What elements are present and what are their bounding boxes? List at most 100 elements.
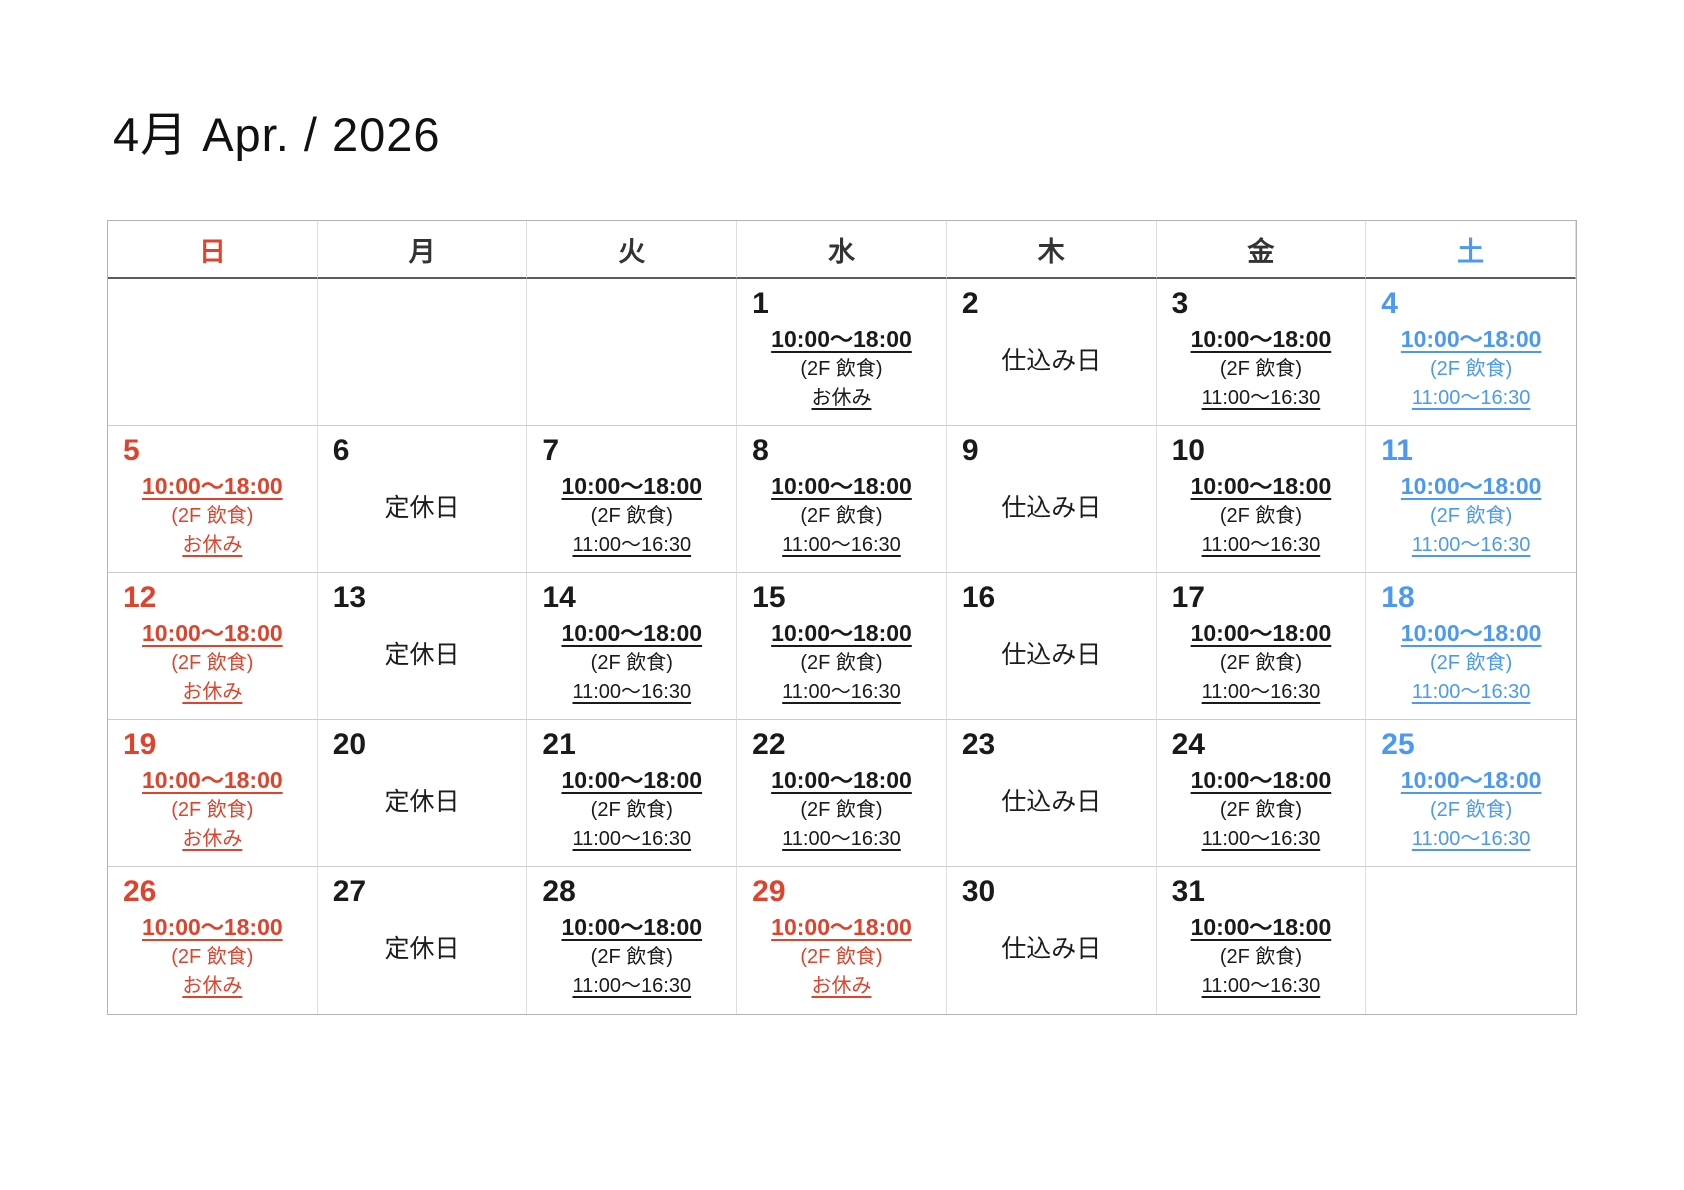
day-number: 2 [961, 287, 979, 320]
schedule-line-sub: お休み [182, 975, 243, 998]
day-number: 25 [1381, 728, 1415, 761]
day-number: 14 [542, 581, 576, 614]
day-cell-27: 27 定休日 [317, 867, 528, 1014]
schedule-line-time: 10:00〜18:00 [771, 766, 912, 793]
day-cell-18: 18 10:00〜18:00 (2F 飲食) 11:00〜16:30 [1366, 573, 1576, 720]
day-cell-16: 16 仕込み日 [946, 573, 1157, 720]
day-number: 5 [123, 434, 140, 467]
day-number: 29 [752, 875, 786, 908]
day-schedule: 10:00〜18:00 (2F 飲食) お休み [112, 472, 313, 570]
weekday-header-wed: 水 [737, 221, 947, 279]
day-number: 11 [1381, 434, 1413, 467]
day-cell-9: 9 仕込み日 [946, 426, 1157, 573]
weekday-header-fri: 金 [1156, 221, 1367, 279]
day-number: 9 [961, 434, 979, 467]
day-cell-17: 17 10:00〜18:00 (2F 飲食) 11:00〜16:30 [1156, 573, 1367, 720]
schedule-line-time: 10:00〜18:00 [142, 472, 283, 499]
day-cell-14: 14 10:00〜18:00 (2F 飲食) 11:00〜16:30 [527, 573, 738, 720]
day-schedule: 10:00〜18:00 (2F 飲食) お休み [741, 913, 942, 1012]
day-schedule: 10:00〜18:00 (2F 飲食) 11:00〜16:30 [1161, 325, 1362, 423]
schedule-line-sub: 11:00〜16:30 [782, 681, 901, 704]
day-schedule: 10:00〜18:00 (2F 飲食) 11:00〜16:30 [531, 472, 732, 570]
day-schedule: 10:00〜18:00 (2F 飲食) 11:00〜16:30 [531, 619, 732, 717]
schedule-line-note: (2F 飲食) [800, 505, 883, 528]
day-cell-25: 25 10:00〜18:00 (2F 飲食) 11:00〜16:30 [1366, 720, 1576, 867]
schedule-line-note: (2F 飲食) [800, 799, 883, 822]
schedule-line-time: 10:00〜18:00 [1190, 913, 1332, 940]
weekday-header-sat: 土 [1366, 221, 1576, 279]
weekday-header-tue: 火 [527, 221, 738, 279]
schedule-line-note: (2F 飲食) [171, 799, 254, 822]
day-schedule: 10:00〜18:00 (2F 飲食) お休み [112, 913, 313, 1012]
day-number: 30 [961, 875, 996, 908]
day-cell-31: 31 10:00〜18:00 (2F 飲食) 11:00〜16:30 [1156, 867, 1367, 1014]
empty-cell [1366, 867, 1576, 1014]
day-number: 6 [332, 434, 350, 467]
day-number: 19 [123, 728, 157, 761]
schedule-line-time: 10:00〜18:00 [1400, 472, 1542, 499]
day-cell-6: 6 定休日 [317, 426, 528, 573]
schedule-line-sub: 11:00〜16:30 [572, 828, 692, 851]
schedule-line-sub: お休み [182, 681, 243, 704]
day-number: 13 [332, 581, 367, 614]
schedule-line-sub: 11:00〜16:30 [782, 828, 901, 851]
day-number: 10 [1171, 434, 1205, 467]
day-number: 20 [332, 728, 367, 761]
schedule-line-note: (2F 飲食) [1430, 799, 1513, 822]
schedule-line-note: (2F 飲食) [590, 799, 673, 822]
day-cell-24: 24 10:00〜18:00 (2F 飲食) 11:00〜16:30 [1156, 720, 1367, 867]
schedule-line-time: 10:00〜18:00 [1400, 325, 1542, 352]
empty-cell [527, 279, 738, 426]
schedule-line-sub: 11:00〜16:30 [1201, 975, 1321, 998]
day-cell-8: 8 10:00〜18:00 (2F 飲食) 11:00〜16:30 [737, 426, 947, 573]
schedule-line-note: (2F 飲食) [800, 946, 883, 969]
schedule-line-note: (2F 飲食) [1219, 946, 1303, 969]
schedule-line-note: (2F 飲食) [1219, 358, 1303, 381]
day-schedule: 10:00〜18:00 (2F 飲食) 11:00〜16:30 [1370, 766, 1572, 864]
schedule-line-time: 10:00〜18:00 [561, 766, 703, 793]
day-cell-4: 4 10:00〜18:00 (2F 飲食) 11:00〜16:30 [1366, 279, 1576, 426]
day-number: 23 [961, 728, 996, 761]
day-number: 22 [752, 728, 786, 761]
day-cell-26: 26 10:00〜18:00 (2F 飲食) お休み [108, 867, 318, 1014]
day-schedule: 10:00〜18:00 (2F 飲食) 11:00〜16:30 [531, 766, 732, 864]
day-schedule: 10:00〜18:00 (2F 飲食) 11:00〜16:30 [1161, 913, 1362, 1012]
day-number: 26 [123, 875, 157, 908]
schedule-line-sub: 11:00〜16:30 [572, 681, 692, 704]
day-schedule: 10:00〜18:00 (2F 飲食) 11:00〜16:30 [1370, 619, 1572, 717]
day-schedule: 10:00〜18:00 (2F 飲食) 11:00〜16:30 [741, 619, 942, 717]
schedule-line-sub: 11:00〜16:30 [1411, 387, 1531, 410]
day-number: 27 [332, 875, 367, 908]
page-title: 4月 Apr. / 2026 [113, 108, 441, 161]
day-number: 8 [752, 434, 769, 467]
schedule-line-sub: お休み [811, 975, 872, 998]
schedule-line-note: (2F 飲食) [1430, 652, 1513, 675]
day-status-label: 仕込み日 [1001, 346, 1102, 375]
day-schedule: 10:00〜18:00 (2F 飲食) お休み [741, 325, 942, 423]
day-number: 15 [752, 581, 786, 614]
schedule-line-time: 10:00〜18:00 [561, 619, 703, 646]
day-number: 21 [542, 728, 576, 761]
day-cell-13: 13 定休日 [317, 573, 528, 720]
schedule-line-time: 10:00〜18:00 [771, 472, 912, 499]
day-cell-29: 29 10:00〜18:00 (2F 飲食) お休み [737, 867, 947, 1014]
day-cell-15: 15 10:00〜18:00 (2F 飲食) 11:00〜16:30 [737, 573, 947, 720]
day-status-label: 定休日 [384, 935, 460, 964]
day-schedule: 10:00〜18:00 (2F 飲食) 11:00〜16:30 [1370, 472, 1572, 570]
weekday-header-mon: 月 [317, 221, 528, 279]
day-schedule: 10:00〜18:00 (2F 飲食) 11:00〜16:30 [1161, 766, 1362, 864]
day-number: 17 [1171, 581, 1205, 614]
day-cell-11: 11 10:00〜18:00 (2F 飲食) 11:00〜16:30 [1366, 426, 1576, 573]
day-number: 12 [123, 581, 157, 614]
schedule-line-time: 10:00〜18:00 [561, 913, 703, 940]
schedule-line-time: 10:00〜18:00 [1190, 766, 1332, 793]
schedule-line-sub: お休み [182, 534, 243, 557]
day-status-label: 定休日 [384, 493, 460, 522]
schedule-line-sub: 11:00〜16:30 [1201, 828, 1321, 851]
schedule-line-sub: お休み [182, 828, 243, 851]
day-number: 3 [1171, 287, 1189, 320]
schedule-line-note: (2F 飲食) [800, 358, 883, 381]
day-cell-5: 5 10:00〜18:00 (2F 飲食) お休み [108, 426, 318, 573]
schedule-line-time: 10:00〜18:00 [1190, 472, 1332, 499]
schedule-line-note: (2F 飲食) [171, 946, 254, 969]
